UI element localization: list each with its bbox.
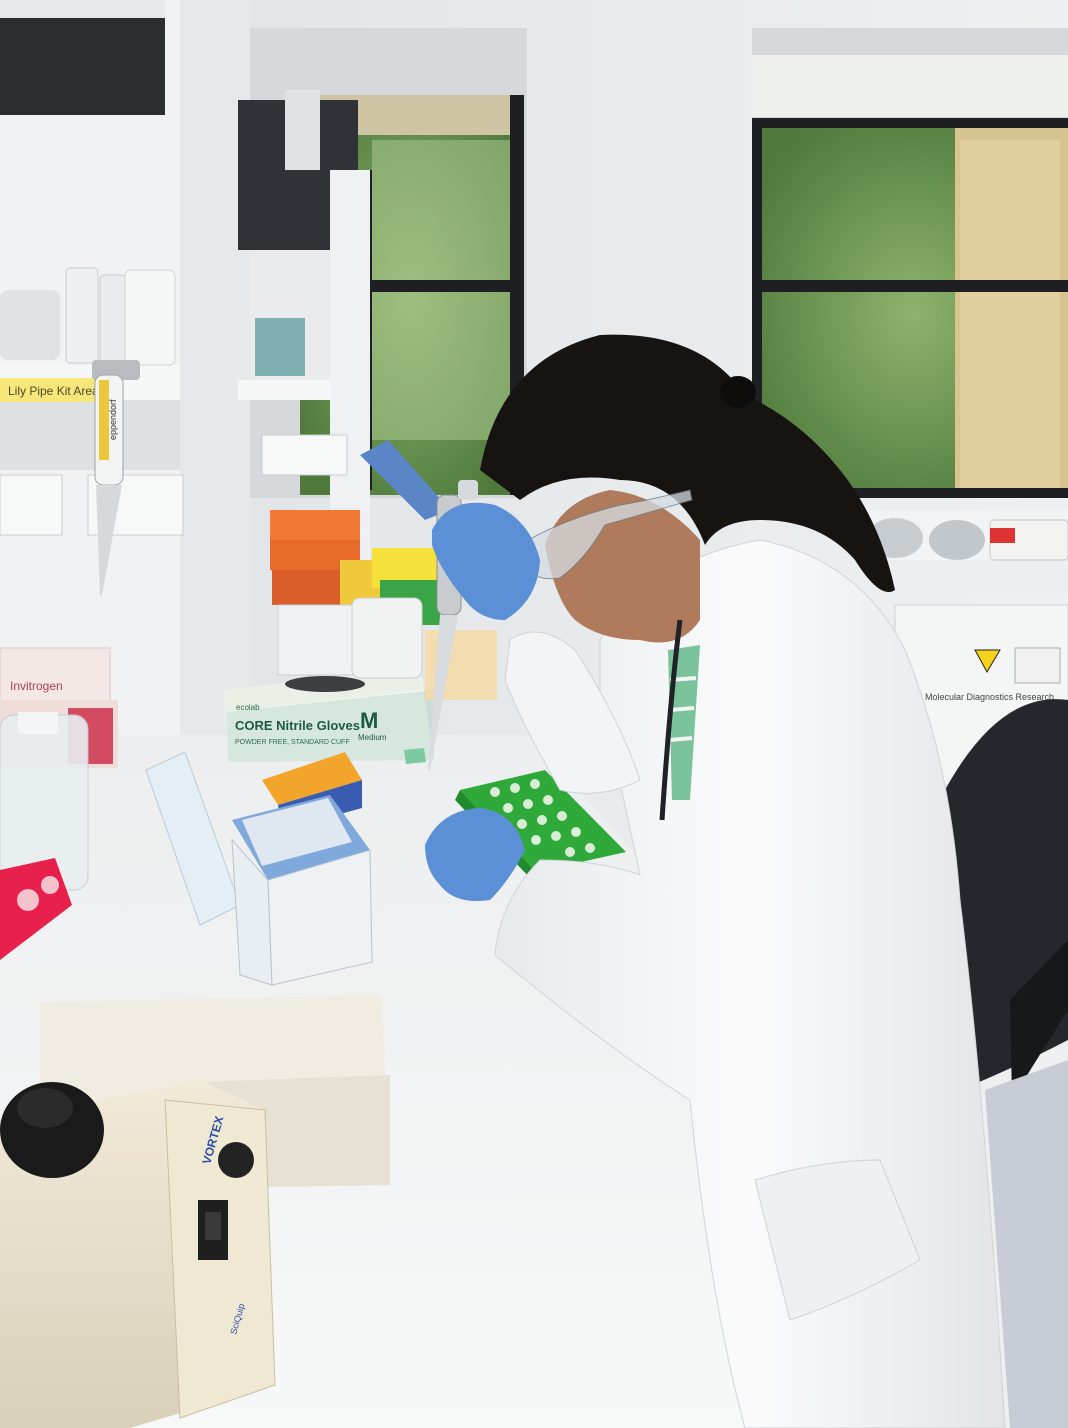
safety-glasses: [519, 489, 693, 580]
shelf-label-text: Lily Pipe Kit Area: [8, 384, 99, 398]
glove-box-size-word: Medium: [358, 733, 387, 742]
floor: [985, 1060, 1068, 1428]
glove-box-product: CORE Nitrile Gloves: [235, 718, 360, 733]
pink-tube-rack: [0, 858, 72, 960]
researcher: [425, 334, 1006, 1428]
window-right: [752, 28, 1068, 498]
blue-sign: [360, 440, 450, 520]
glove-box-size-letter: M: [360, 708, 378, 733]
glove-left-hand: [425, 808, 525, 901]
glove-right-hand: [432, 502, 540, 620]
wash-bottle: [0, 712, 89, 891]
tip-box: [145, 751, 373, 986]
shelf-tape-label: Lily Pipe Kit Area: [0, 378, 100, 402]
glove-box: CORE Nitrile Gloves POWDER FREE, STANDAR…: [224, 668, 434, 764]
fridge-label: Molecular Diagnostics Research: [925, 692, 1054, 702]
vortex-mixer: VORTEX SciQuip: [0, 1080, 276, 1428]
glove-box-brand: ecolab: [236, 703, 260, 712]
tissue-brand-text: Invitrogen: [10, 679, 63, 693]
power-outlets: [0, 434, 348, 536]
office-chair: [945, 699, 1068, 1100]
clear-containers: [277, 597, 497, 700]
pipette-brand-text: eppendorf: [108, 399, 118, 440]
glove-box-subtitle: POWDER FREE, STANDARD CUFF: [235, 739, 350, 746]
back-counter: [855, 510, 1068, 590]
hanging-pipette: eppendorf: [92, 360, 140, 595]
hair: [480, 334, 895, 592]
reagent-bottles: [0, 90, 320, 376]
shelf-tip-boxes: [270, 510, 440, 625]
